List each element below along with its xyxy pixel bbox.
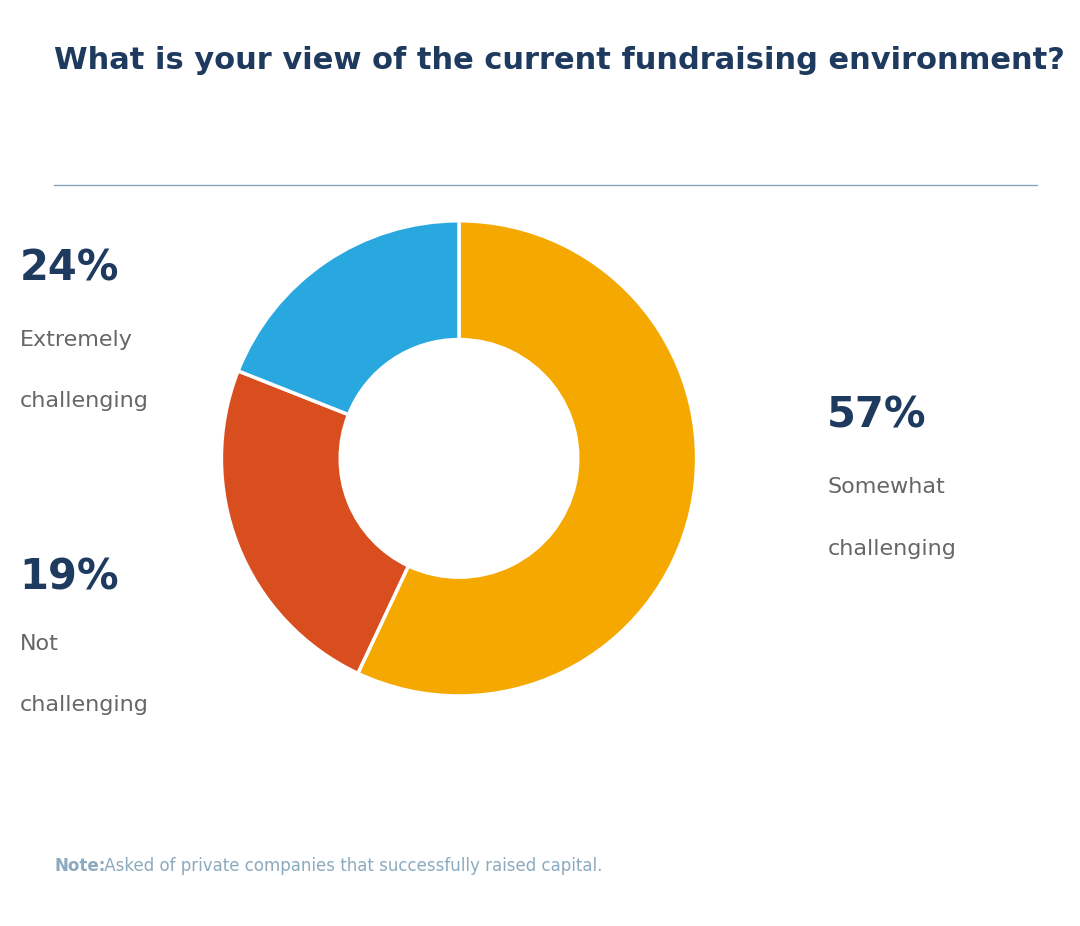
Text: Note:: Note: bbox=[54, 857, 106, 875]
Text: Asked of private companies that successfully raised capital.: Asked of private companies that successf… bbox=[99, 857, 603, 875]
Text: challenging: challenging bbox=[827, 539, 956, 558]
Text: What is your view of the current fundraising environment?: What is your view of the current fundrai… bbox=[54, 46, 1065, 75]
Text: 57%: 57% bbox=[827, 394, 927, 436]
Text: Extremely: Extremely bbox=[19, 330, 133, 350]
Wedge shape bbox=[221, 371, 408, 673]
Text: challenging: challenging bbox=[19, 695, 148, 716]
Text: Not: Not bbox=[19, 633, 58, 654]
Text: challenging: challenging bbox=[19, 392, 148, 411]
Wedge shape bbox=[238, 220, 459, 415]
Wedge shape bbox=[357, 220, 697, 696]
Text: Somewhat: Somewhat bbox=[827, 477, 945, 497]
Text: 19%: 19% bbox=[19, 557, 119, 598]
Text: 24%: 24% bbox=[19, 247, 119, 289]
